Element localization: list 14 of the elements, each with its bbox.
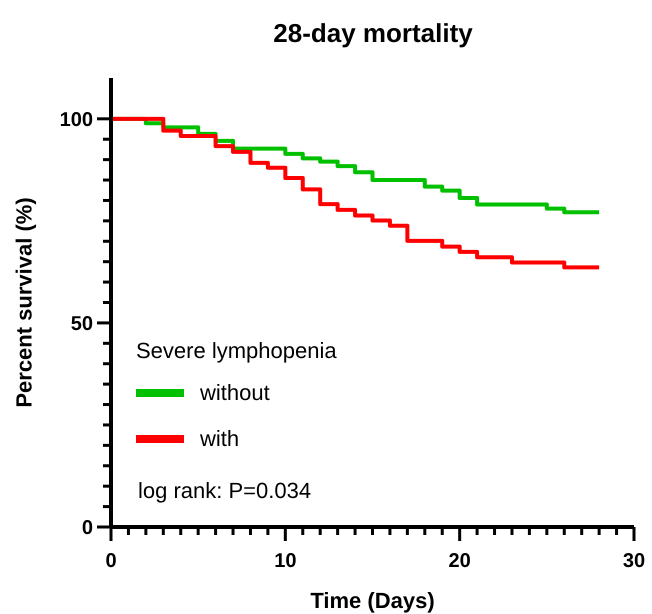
x-axis-title: Time (Days): [310, 588, 435, 613]
legend-title: Severe lymphopenia: [136, 338, 337, 364]
annotation: log rank: P=0.034: [138, 478, 312, 504]
x-tick-label: 10: [274, 550, 296, 572]
legend-label: without: [200, 380, 270, 406]
legend-label: with: [200, 426, 240, 452]
y-tick-label: 100: [60, 108, 93, 131]
x-tick-label: 20: [448, 550, 471, 572]
x-tick-label: 0: [105, 550, 117, 572]
x-tick-label: 30: [622, 550, 646, 572]
y-tick-label: 0: [82, 517, 93, 539]
chart-title: 28-day mortality: [272, 17, 474, 50]
y-axis-title: Percent survival (%): [12, 197, 36, 408]
y-tick-label: 50: [70, 312, 93, 335]
